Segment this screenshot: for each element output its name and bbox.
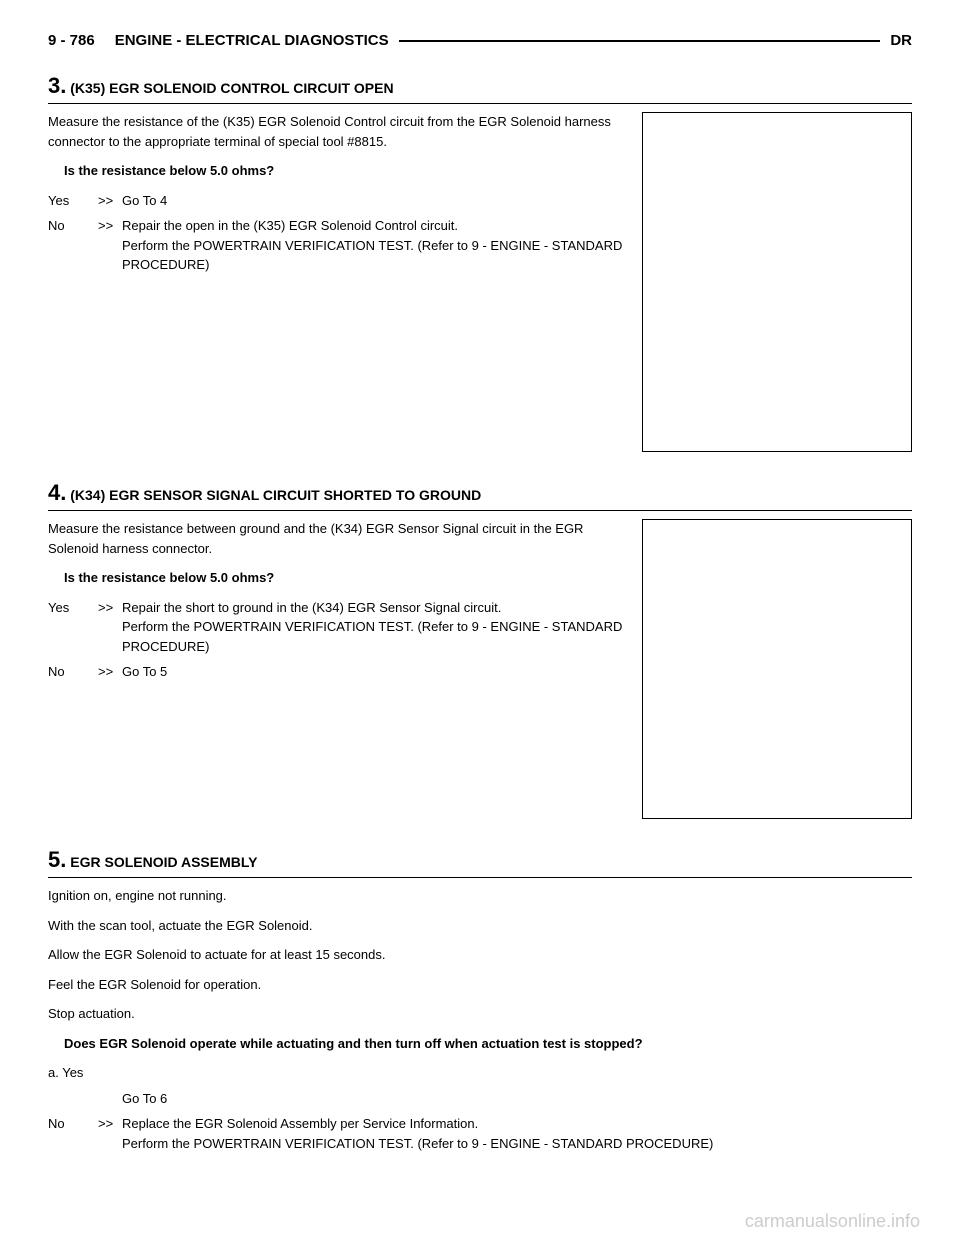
step-5-num: 5.	[48, 847, 66, 872]
step-3-no-text2: Perform the POWERTRAIN VERIFICATION TEST…	[122, 236, 626, 275]
step-5-title-text: EGR SOLENOID ASSEMBLY	[70, 854, 257, 870]
step-4-num: 4.	[48, 480, 66, 505]
step-5-section: 5. EGR SOLENOID ASSEMBLY Ignition on, en…	[48, 847, 912, 1153]
arrow-icon: >>	[98, 598, 122, 657]
step-5-question: Does EGR Solenoid operate while actuatin…	[64, 1034, 912, 1054]
step-4-title: 4. (K34) EGR SENSOR SIGNAL CIRCUIT SHORT…	[48, 480, 912, 511]
step-3-no-row: No >> Repair the open in the (K35) EGR S…	[48, 216, 626, 275]
header-right-code: DR	[890, 32, 912, 49]
step-4-diagram	[642, 519, 912, 819]
no-label: No	[48, 216, 98, 275]
step-3-yes-row: Yes >> Go To 4	[48, 191, 626, 211]
yes-label: Yes	[48, 598, 98, 657]
arrow-icon: >>	[98, 191, 122, 211]
step-5-line4: Feel the EGR Solenoid for operation.	[48, 975, 912, 995]
step-4-yes-text2: Perform the POWERTRAIN VERIFICATION TEST…	[122, 617, 626, 656]
page-ref: 9 - 786	[48, 32, 95, 49]
step-4-no-text: Go To 5	[122, 662, 626, 682]
step-3-yes-text: Go To 4	[122, 191, 626, 211]
step-4-intro: Measure the resistance between ground an…	[48, 519, 626, 558]
header-section-title: ENGINE - ELECTRICAL DIAGNOSTICS	[115, 32, 389, 49]
no-label: No	[48, 1114, 98, 1153]
step-4-no-row: No >> Go To 5	[48, 662, 626, 682]
step-3-diagram	[642, 112, 912, 452]
step-5-no-text2: Perform the POWERTRAIN VERIFICATION TEST…	[122, 1134, 912, 1154]
step-3-title: 3. (K35) EGR SOLENOID CONTROL CIRCUIT OP…	[48, 73, 912, 104]
step-5-a-text-row: Go To 6	[48, 1089, 912, 1109]
step-4-question: Is the resistance below 5.0 ohms?	[64, 568, 626, 588]
step-5-a-text: Go To 6	[122, 1089, 912, 1109]
step-5-a-row: a. Yes	[48, 1063, 912, 1083]
step-5-no-text1: Replace the EGR Solenoid Assembly per Se…	[122, 1114, 912, 1134]
header-divider	[399, 40, 881, 42]
page-header: 9 - 786 ENGINE - ELECTRICAL DIAGNOSTICS …	[48, 32, 912, 49]
a-yes-label: a. Yes	[48, 1063, 122, 1083]
step-5-line2: With the scan tool, actuate the EGR Sole…	[48, 916, 912, 936]
step-3-question: Is the resistance below 5.0 ohms?	[64, 161, 626, 181]
step-5-line3: Allow the EGR Solenoid to actuate for at…	[48, 945, 912, 965]
step-5-line1: Ignition on, engine not running.	[48, 886, 912, 906]
arrow-icon: >>	[98, 1114, 122, 1153]
step-5-no-row: No >> Replace the EGR Solenoid Assembly …	[48, 1114, 912, 1153]
step-4-yes-text1: Repair the short to ground in the (K34) …	[122, 598, 626, 618]
step-3-title-text: (K35) EGR SOLENOID CONTROL CIRCUIT OPEN	[70, 80, 393, 96]
watermark-text: carmanualsonline.info	[745, 1211, 920, 1232]
step-3-section: 3. (K35) EGR SOLENOID CONTROL CIRCUIT OP…	[48, 73, 912, 452]
step-5-title: 5. EGR SOLENOID ASSEMBLY	[48, 847, 912, 878]
step-4-yes-row: Yes >> Repair the short to ground in the…	[48, 598, 626, 657]
step-3-intro: Measure the resistance of the (K35) EGR …	[48, 112, 626, 151]
arrow-icon: >>	[98, 216, 122, 275]
step-4-section: 4. (K34) EGR SENSOR SIGNAL CIRCUIT SHORT…	[48, 480, 912, 819]
step-3-num: 3.	[48, 73, 66, 98]
step-4-title-text: (K34) EGR SENSOR SIGNAL CIRCUIT SHORTED …	[70, 487, 481, 503]
step-5-line5: Stop actuation.	[48, 1004, 912, 1024]
no-label: No	[48, 662, 98, 682]
step-3-no-text1: Repair the open in the (K35) EGR Solenoi…	[122, 216, 626, 236]
yes-label: Yes	[48, 191, 98, 211]
arrow-icon: >>	[98, 662, 122, 682]
